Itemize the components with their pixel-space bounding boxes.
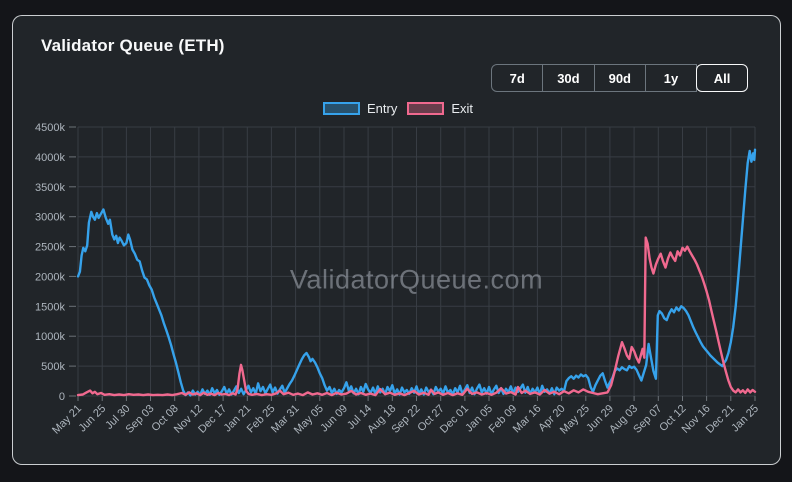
page-title: Validator Queue (ETH) [41, 36, 225, 55]
svg-text:4000k: 4000k [35, 152, 65, 164]
legend-label-exit: Exit [451, 101, 474, 116]
svg-text:Jun 09: Jun 09 [318, 403, 350, 435]
chart-legend: Entry Exit [322, 101, 473, 116]
svg-text:Jan 25: Jan 25 [729, 403, 761, 435]
legend-item-exit[interactable]: Exit [407, 101, 473, 116]
legend-label-entry: Entry [366, 101, 398, 116]
svg-text:1000k: 1000k [35, 331, 65, 343]
svg-text:May 21: May 21 [50, 403, 84, 437]
svg-text:3000k: 3000k [35, 212, 65, 224]
svg-text:4500k: 4500k [35, 122, 65, 134]
range-button-all[interactable]: All [696, 64, 748, 92]
svg-text:500k: 500k [41, 361, 65, 373]
svg-text:1500k: 1500k [35, 301, 65, 313]
svg-text:0: 0 [59, 391, 65, 403]
svg-text:2500k: 2500k [35, 242, 65, 254]
svg-text:Jun 25: Jun 25 [76, 403, 108, 435]
legend-item-entry[interactable]: Entry [322, 101, 398, 116]
svg-text:ValidatorQueue.com: ValidatorQueue.com [290, 265, 543, 295]
svg-text:2000k: 2000k [35, 271, 65, 283]
svg-text:3500k: 3500k [35, 182, 65, 194]
exit-series-swatch-icon [407, 102, 445, 115]
entry-series-swatch-icon [322, 102, 360, 115]
time-range-button-group: 7d 30d 90d 1y All [491, 64, 748, 92]
